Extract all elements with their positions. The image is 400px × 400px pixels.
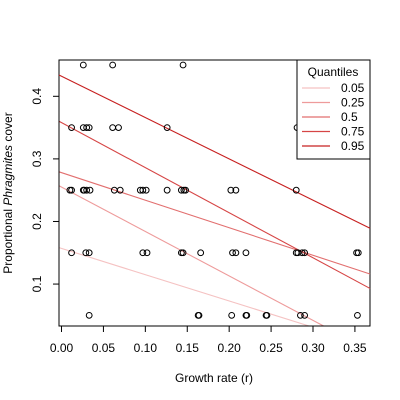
data-point: [354, 249, 362, 257]
data-point: [242, 249, 250, 257]
data-point: [228, 311, 236, 319]
legend-label: 0.5: [341, 110, 358, 124]
x-tick-label: 0.05: [92, 341, 116, 355]
y-tick-label: 0.4: [30, 88, 44, 105]
data-point: [115, 124, 122, 131]
y-tick-label: 0.2: [30, 213, 44, 230]
data-point: [83, 124, 91, 131]
data-point: [85, 124, 93, 131]
data-point: [177, 186, 185, 194]
data-point: [301, 249, 309, 257]
x-tick-label: 0.30: [301, 341, 325, 355]
x-tick-label: 0.15: [176, 341, 200, 355]
data-point: [243, 311, 251, 319]
quantile-line-0-25: [58, 185, 324, 327]
data-point: [86, 186, 94, 194]
data-point: [109, 61, 117, 69]
data-point: [85, 311, 93, 319]
quantile-line-0-75: [58, 120, 371, 289]
data-point: [232, 249, 240, 257]
legend-label: 0.25: [341, 96, 365, 110]
data-point: [263, 311, 271, 319]
data-point: [179, 249, 187, 257]
data-point: [297, 311, 304, 319]
data-point: [83, 186, 91, 194]
data-point: [163, 186, 171, 194]
data-point: [109, 124, 117, 131]
x-axis: 0.00 0.05 0.10 0.15 0.20 0.25 0.30 0.35: [50, 325, 367, 355]
x-tick-label: 0.00: [50, 341, 74, 355]
data-point: [179, 61, 187, 69]
x-tick-label: 0.25: [259, 341, 283, 355]
data-point: [292, 186, 300, 194]
y-tick-label: 0.1: [30, 275, 44, 292]
x-axis-label: Growth rate (r): [175, 371, 253, 385]
data-point: [354, 311, 361, 319]
legend-box: [296, 59, 371, 160]
data-point: [195, 311, 203, 319]
y-axis-label: Proportional Phragmites cover: [1, 112, 15, 273]
data-point: [227, 186, 235, 194]
y-tick-label: 0.3: [30, 150, 44, 167]
x-tick-label: 0.35: [343, 341, 367, 355]
data-point: [139, 249, 147, 257]
data-point: [68, 186, 75, 194]
legend-title: Quantiles: [308, 65, 359, 79]
legend-label: 0.05: [341, 81, 365, 95]
data-point: [82, 249, 90, 257]
data-point: [116, 186, 124, 194]
legend-entries: 0.050.250.50.750.95: [302, 81, 365, 153]
data-point: [143, 249, 151, 257]
data-point: [85, 249, 93, 257]
data-point: [197, 249, 205, 257]
data-point: [294, 249, 302, 257]
legend-label: 0.75: [341, 125, 365, 139]
data-point: [232, 186, 240, 194]
data-point: [163, 124, 171, 131]
data-point: [79, 61, 87, 69]
y-axis: 0.1 0.2 0.3 0.4: [30, 88, 60, 292]
data-point: [182, 186, 189, 194]
legend-label: 0.95: [341, 139, 365, 153]
x-tick-label: 0.10: [134, 341, 158, 355]
data-point: [298, 249, 306, 257]
data-point: [229, 249, 236, 257]
data-point: [301, 311, 309, 319]
x-tick-label: 0.20: [217, 341, 241, 355]
data-point: [142, 186, 150, 194]
data-point: [68, 124, 75, 131]
data-point: [68, 249, 75, 257]
quantile-line-0-05: [58, 247, 310, 327]
quantile-line-0-95: [58, 74, 371, 229]
quantile-line-0-5: [58, 171, 371, 275]
data-point: [139, 186, 147, 194]
data-points: [66, 61, 362, 319]
legend: Quantiles 0.050.250.50.750.95: [296, 59, 371, 160]
